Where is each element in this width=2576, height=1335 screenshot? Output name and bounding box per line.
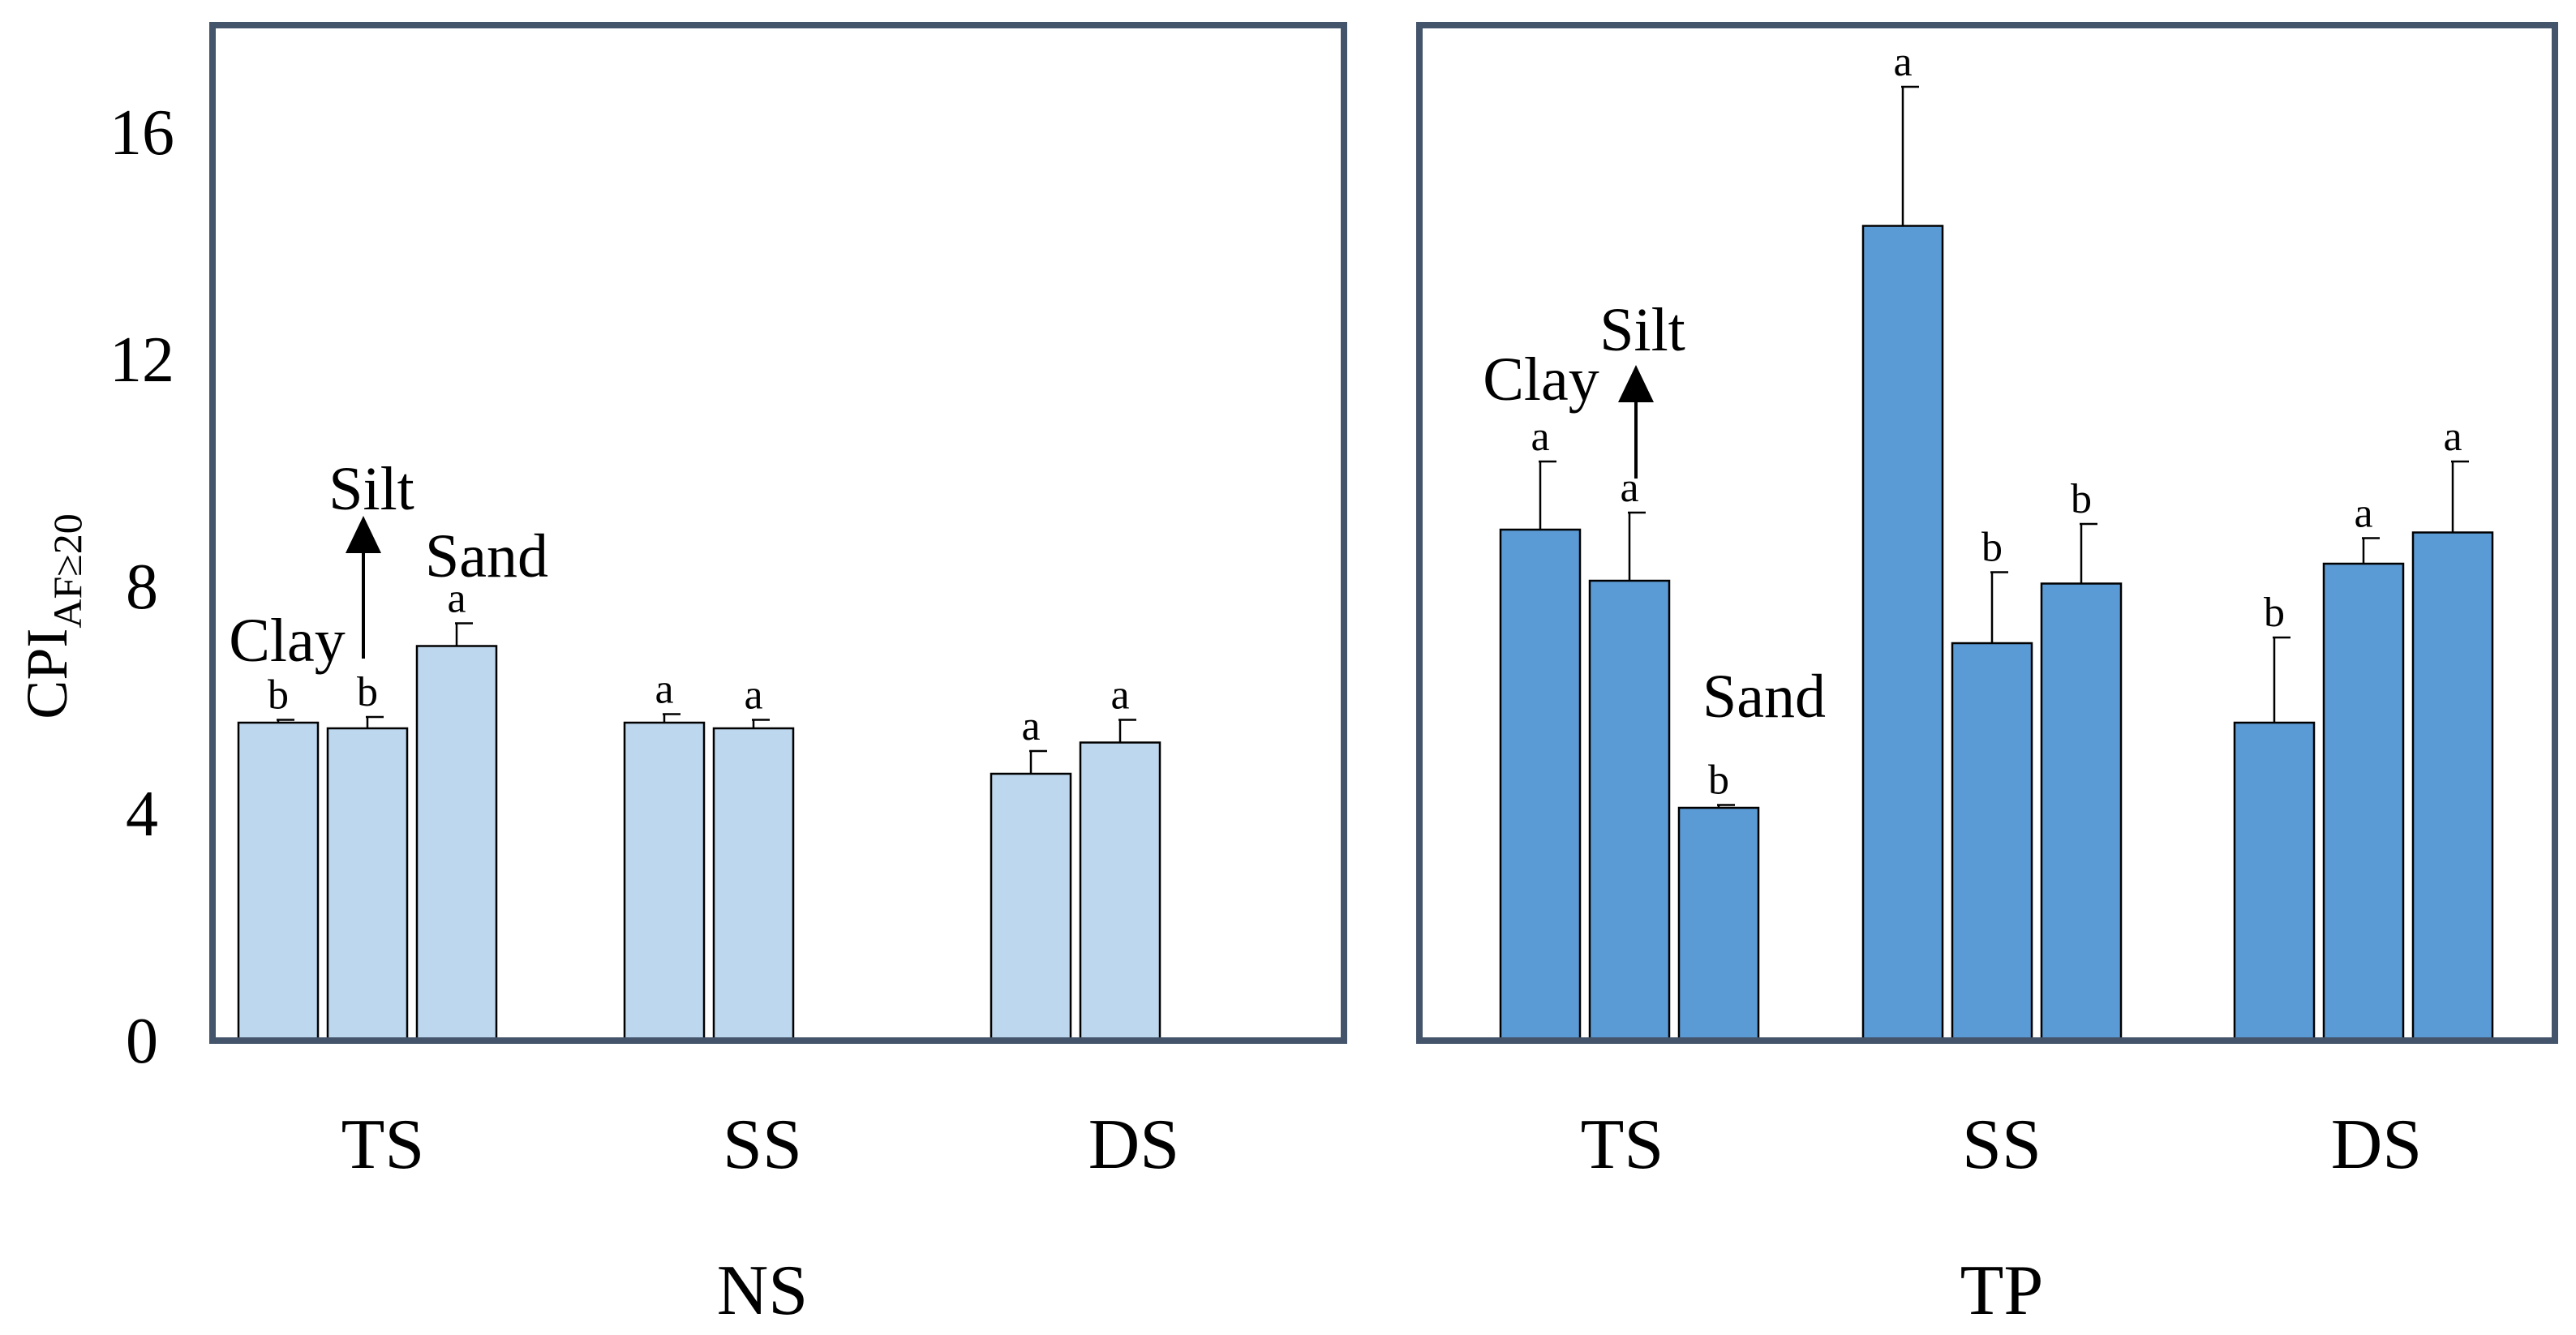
y-tick-label: 8 [126, 552, 158, 623]
bar [326, 727, 409, 1042]
sand-annotation: Sand [425, 522, 548, 590]
y-axis-label: CPIAF≥20 [15, 513, 90, 719]
significance-letter: a [447, 576, 466, 622]
y-tick-label: 4 [126, 779, 158, 850]
significance-letter: b [1981, 525, 2003, 571]
clay-annotation: Clay [229, 607, 346, 675]
panel-label: TP [1960, 1251, 2044, 1330]
significance-letter: b [2071, 476, 2092, 522]
sand-annotation: Sand [1702, 663, 1826, 731]
x-group-label: TS [341, 1105, 425, 1184]
bar [2233, 721, 2316, 1042]
x-group-label: SS [723, 1105, 802, 1184]
bar [1861, 225, 1944, 1042]
x-group-label: DS [2331, 1105, 2423, 1184]
x-group-label: SS [1962, 1105, 2041, 1184]
y-axis-label-base: CPI [15, 629, 79, 719]
y-tick-label: 12 [109, 324, 174, 396]
significance-letter: a [1620, 465, 1638, 511]
bar [237, 721, 320, 1042]
annotation-arrow-head [346, 516, 381, 553]
bar [415, 645, 498, 1042]
panel-label: NS [717, 1251, 809, 1330]
bar [990, 772, 1072, 1042]
significance-letter: a [655, 667, 673, 713]
bar [1677, 806, 1760, 1042]
bar [2322, 562, 2405, 1042]
significance-letter: a [744, 672, 762, 719]
significance-letter: a [2443, 414, 2462, 460]
significance-letter: b [268, 672, 289, 719]
significance-letter: a [1893, 39, 1912, 85]
y-tick-label: 0 [126, 1006, 158, 1077]
bar [1588, 579, 1671, 1042]
significance-letter: a [1110, 672, 1129, 719]
significance-letter: b [357, 669, 378, 715]
bar [712, 727, 795, 1042]
panel-frame [209, 22, 1347, 1044]
annotation-arrow-head [1618, 365, 1654, 402]
significance-letter: b [2264, 590, 2285, 636]
bar [2040, 582, 2123, 1042]
significance-letter: a [1531, 414, 1549, 460]
x-group-label: DS [1088, 1105, 1180, 1184]
silt-annotation: Silt [328, 455, 414, 523]
y-tick-label: 16 [109, 97, 174, 169]
bar [1079, 741, 1161, 1042]
bar [623, 721, 706, 1042]
significance-letter: b [1708, 758, 1729, 804]
bar [2411, 531, 2494, 1042]
bar [1499, 528, 1582, 1042]
panel-frame [1416, 22, 2558, 1044]
x-group-label: TS [1581, 1105, 1664, 1184]
clay-annotation: Clay [1483, 346, 1599, 414]
silt-annotation: Silt [1599, 296, 1685, 364]
significance-letter: a [1021, 703, 1040, 749]
y-axis-label-subscript: AF≥20 [45, 513, 90, 628]
bar [1951, 642, 2033, 1042]
significance-letter: a [2354, 491, 2372, 537]
